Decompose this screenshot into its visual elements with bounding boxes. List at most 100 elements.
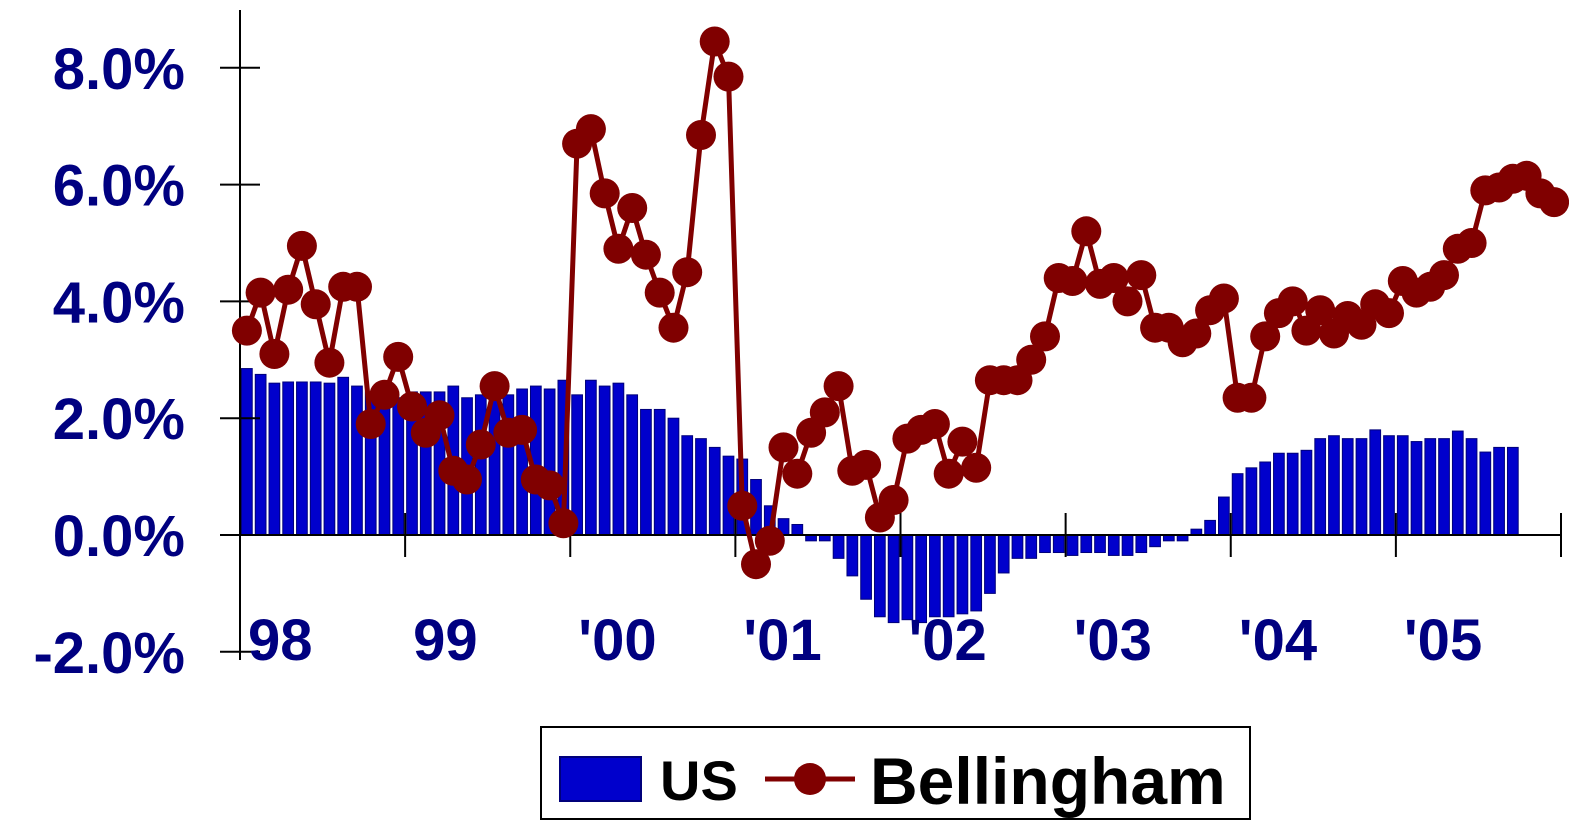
legend-bellingham-label: Bellingham: [870, 744, 1226, 818]
us-bar: [970, 534, 983, 612]
us-bar: [708, 446, 721, 536]
x-tick-label: 98: [248, 608, 313, 673]
bellingham-point: [342, 271, 372, 302]
us-bar: [1218, 496, 1230, 536]
bellingham-point: [1016, 344, 1047, 375]
us-bar: [873, 534, 886, 618]
y-tick-label: 0.0%: [53, 504, 185, 569]
us-bar: [1135, 534, 1148, 554]
us-bar: [1107, 534, 1120, 556]
us-bar: [901, 534, 914, 621]
bellingham-point: [947, 426, 978, 457]
bellingham-point: [259, 339, 290, 369]
bellingham-point: [534, 470, 565, 501]
bellingham-point: [1208, 283, 1239, 314]
x-tick-label: '05: [1404, 608, 1482, 673]
us-bar: [695, 438, 707, 536]
bellingham-point: [1071, 216, 1102, 247]
bellingham-point: [1181, 318, 1212, 349]
us-bar: [1383, 435, 1395, 536]
bellingham-point: [383, 341, 414, 372]
legend: US Bellingham: [540, 726, 1251, 820]
bellingham-point: [369, 379, 400, 410]
us-bar: [846, 534, 859, 577]
bellingham-point: [273, 274, 304, 305]
bellingham-point: [768, 432, 799, 463]
us-bar: [1506, 446, 1519, 536]
us-bar: [1341, 438, 1354, 536]
bellingham-point: [355, 409, 386, 439]
bellingham-point: [548, 508, 579, 539]
us-bar: [1121, 534, 1134, 556]
bellingham-point: [878, 485, 909, 515]
bellingham-point: [452, 464, 482, 495]
us-bar: [929, 534, 941, 618]
x-tick-label: 99: [413, 608, 478, 673]
bellingham-point: [1112, 286, 1143, 317]
bellingham-point: [933, 458, 964, 489]
us-bar: [516, 388, 528, 536]
bellingham-point: [1030, 321, 1060, 352]
us-bar: [640, 408, 652, 536]
us-bar: [681, 435, 694, 536]
us-bar: [1080, 534, 1093, 554]
us-bar: [860, 534, 872, 600]
us-bar: [1066, 534, 1079, 556]
bellingham-point: [1305, 295, 1336, 326]
bellingham-point: [231, 315, 262, 346]
bellingham-point: [465, 429, 496, 460]
us-bar: [832, 534, 845, 559]
us-bar: [392, 397, 405, 536]
bellingham-point: [1098, 263, 1129, 293]
y-tick-labels: -2.0% 0.0% 2.0% 4.0% 6.0% 8.0%: [33, 37, 185, 686]
us-bar: [1424, 438, 1437, 536]
us-bar: [1479, 451, 1492, 536]
x-tick-label: '04: [1239, 608, 1317, 673]
us-bar: [1052, 534, 1065, 554]
us-bar: [474, 394, 487, 536]
bellingham-point: [699, 26, 730, 57]
us-bar: [1396, 435, 1409, 536]
us-bar: [956, 534, 969, 615]
axes: [220, 10, 1562, 660]
us-bar: [1465, 438, 1478, 536]
us-bar: [1300, 449, 1313, 536]
us-bar: [612, 382, 625, 536]
bellingham-point: [754, 525, 785, 556]
bellingham-point: [1250, 321, 1281, 352]
bellingham-point: [672, 257, 703, 288]
us-bar: [1328, 435, 1340, 536]
x-tick-labels: 98 99 '00 '01 '02 '03 '04 '05: [248, 608, 1482, 673]
bellingham-point: [300, 289, 331, 320]
x-tick-label: '01: [743, 608, 821, 673]
us-bar: [309, 381, 322, 536]
bellingham-point: [314, 347, 345, 378]
us-bar: [1451, 430, 1464, 536]
us-bar: [296, 381, 308, 536]
us-bar: [1369, 429, 1382, 536]
us-bar: [1259, 461, 1272, 536]
legend-us-label: US: [660, 749, 738, 812]
bellingham-point: [1539, 187, 1569, 218]
bellingham-point: [919, 409, 950, 439]
us-bar: [626, 394, 639, 536]
us-bar: [598, 385, 611, 536]
us-bar: [984, 534, 996, 594]
us-bar: [1286, 452, 1299, 536]
bellingham-point: [782, 458, 813, 489]
us-bar: [791, 523, 804, 536]
us-bar: [667, 417, 680, 536]
bellingham-point: [589, 178, 620, 209]
us-bar: [1204, 519, 1216, 536]
bellingham-point: [617, 193, 648, 223]
bellingham-point: [507, 414, 538, 445]
bellingham-point: [630, 239, 661, 270]
us-bar: [282, 381, 295, 536]
us-bar: [1025, 534, 1038, 559]
bellingham-point: [1456, 228, 1487, 258]
bellingham-point: [424, 400, 455, 431]
bellingham-point: [479, 371, 510, 402]
bellingham-point: [727, 490, 758, 521]
legend-bellingham-marker: [794, 763, 826, 795]
us-bar: [241, 368, 253, 536]
